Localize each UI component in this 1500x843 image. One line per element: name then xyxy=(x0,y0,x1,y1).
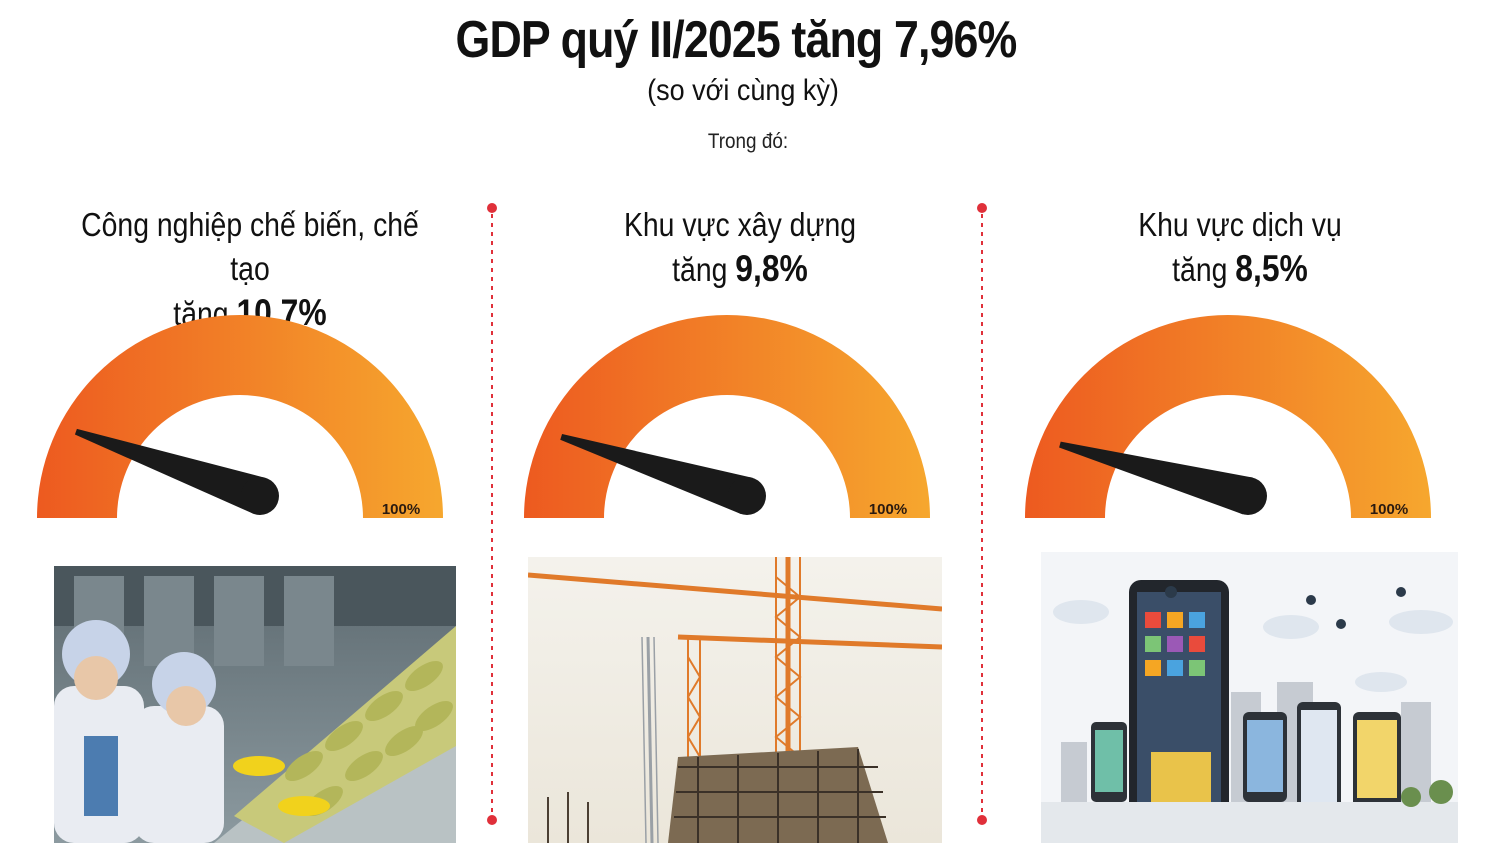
gauge-needle xyxy=(560,434,753,515)
sector-name: Khu vực xây dựng xyxy=(623,206,857,243)
sector-prefix: tăng xyxy=(1172,251,1228,288)
gauge-arc xyxy=(524,315,930,518)
food-processing-image xyxy=(54,566,456,843)
page-subtitle: (so với cùng kỳ) xyxy=(647,74,839,107)
panel-services: Khu vực dịch vụ tăng 8,5% 100% xyxy=(1025,0,1458,843)
sector-value: 8,5% xyxy=(1235,248,1308,289)
gauge-hub xyxy=(1229,477,1267,515)
sector-prefix: tăng xyxy=(672,251,728,288)
gauge-manufacturing: 100% xyxy=(37,315,443,518)
divider-right xyxy=(977,203,987,825)
sector-label: Khu vực dịch vụ tăng 8,5% xyxy=(1059,203,1420,292)
intro-text: Trong đó: xyxy=(707,130,789,153)
photo-services xyxy=(1041,552,1458,843)
page-title: GDP quý II/2025 tăng 7,96% xyxy=(455,11,1018,69)
gauge-construction: 100% xyxy=(524,315,930,518)
services-image xyxy=(1041,552,1458,843)
gauge-max-label: 100% xyxy=(1370,501,1408,518)
gauge-needle xyxy=(1059,441,1254,515)
sector-name: Công nghiệp chế biến, chế tạo xyxy=(81,206,419,287)
gauge-max-label: 100% xyxy=(869,501,907,518)
photo-construction xyxy=(528,557,942,843)
photo-food-processing xyxy=(54,566,456,843)
gauge-arc xyxy=(37,315,443,518)
gauge-hub xyxy=(241,477,279,515)
gauge-arc xyxy=(1025,315,1431,518)
sector-name: Khu vực dịch vụ xyxy=(1138,206,1342,243)
divider-left xyxy=(487,203,497,825)
construction-image xyxy=(528,557,942,843)
gauge-hub xyxy=(728,477,766,515)
sector-value: 9,8% xyxy=(735,248,808,289)
panel-construction: Khu vực xây dựng tăng 9,8% 100% xyxy=(524,0,950,843)
gauge-needle xyxy=(74,428,267,514)
sector-label: Khu vực xây dựng tăng 9,8% xyxy=(559,203,920,292)
gauge-services: 100% xyxy=(1025,315,1431,518)
gauge-max-label: 100% xyxy=(382,501,420,518)
panel-manufacturing: Công nghiệp chế biến, chế tạo tăng 10,7%… xyxy=(37,0,460,843)
